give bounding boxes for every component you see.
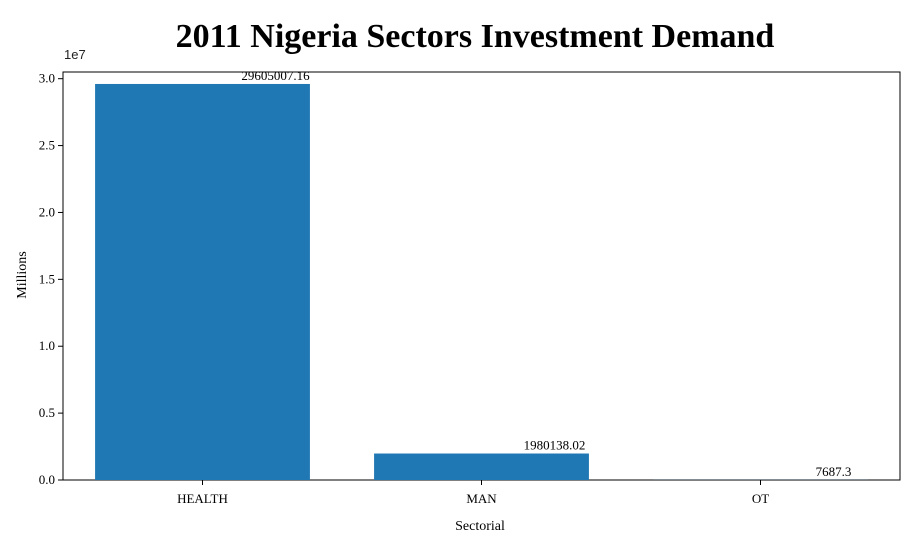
y-tick-label: 2.0 [39,204,55,219]
y-tick-label: 1.0 [39,338,55,353]
data-label: 29605007.16 [241,68,310,83]
y-tick-label: 3.0 [39,71,55,86]
y-tick-label: 1.5 [39,271,55,286]
bar-health [95,83,310,481]
x-tick-label: OT [752,491,769,506]
chart-title: 2011 Nigeria Sectors Investment Demand [175,18,775,55]
y-tick-label: 2.5 [39,138,55,153]
data-label: 7687.3 [816,464,852,479]
data-labels-group: 29605007.16 1980138.02 7687.3 [241,68,851,479]
x-axis-label: Sectorial [455,519,505,534]
bars-group [95,83,868,481]
y-axis-scale-label: 1e7 [64,47,86,62]
x-tick-label: HEALTH [177,491,228,506]
y-tick-label: 0.5 [39,405,55,420]
x-tick-label: MAN [466,491,497,506]
y-tick-label: 0.0 [39,472,55,487]
data-label: 1980138.02 [524,438,586,453]
bar-man [374,453,589,480]
x-ticks-group: HEALTH MAN OT [177,480,769,506]
y-ticks-group: 0.0 0.5 1.0 1.5 2.0 2.5 3.0 [39,71,63,487]
